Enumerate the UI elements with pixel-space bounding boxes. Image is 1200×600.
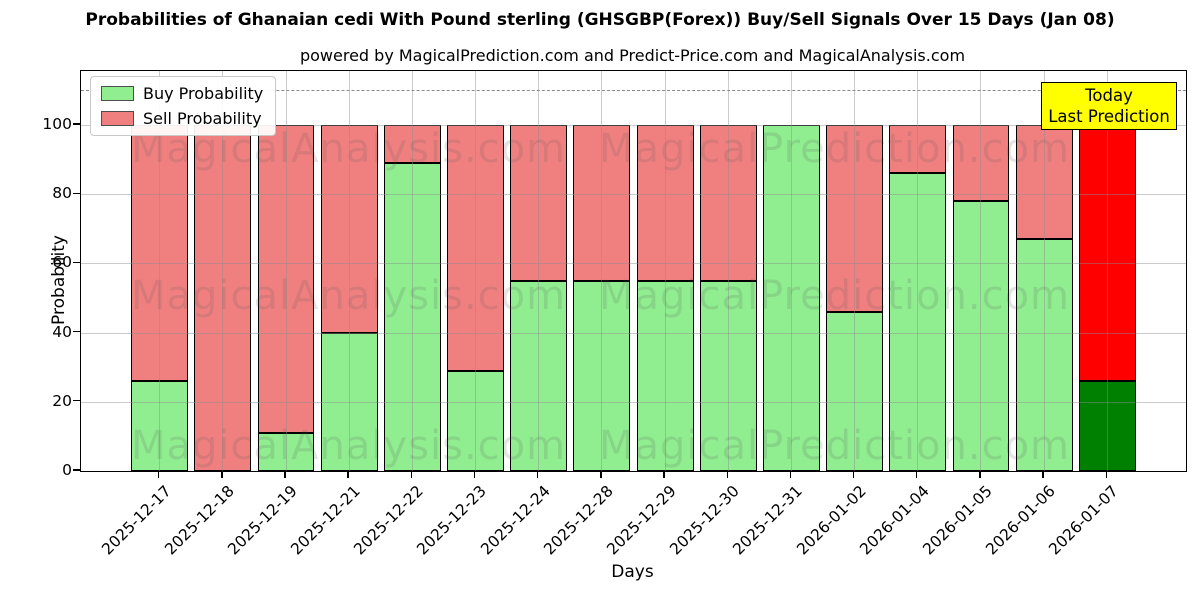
sell-bar-segment: [257, 125, 315, 433]
x-tick-mark: [284, 471, 286, 478]
legend-label-buy: Buy Probability: [143, 84, 264, 103]
y-axis-title: Probability: [48, 235, 69, 325]
buy-bar-segment: [889, 173, 947, 471]
sell-bar-segment: [1015, 125, 1073, 240]
y-tick-mark: [73, 192, 80, 194]
legend-item-sell: Sell Probability: [101, 109, 263, 128]
y-tick-mark: [73, 469, 80, 471]
legend-item-buy: Buy Probability: [101, 84, 263, 103]
y-tick-label: 20: [52, 391, 72, 410]
today-annotation-line2: Last Prediction: [1048, 107, 1170, 126]
sell-bar-segment: [826, 125, 884, 312]
x-tick-mark: [347, 471, 349, 478]
x-tick-mark: [979, 471, 981, 478]
x-tick-mark: [473, 471, 476, 478]
sell-swatch-icon: [101, 111, 134, 126]
x-tick-mark: [410, 471, 413, 478]
sell-bar-segment: [320, 125, 378, 333]
today-annotation-line1: Today: [1085, 86, 1133, 105]
buy-bar-segment: [699, 280, 757, 471]
legend: Buy Probability Sell Probability: [90, 76, 277, 136]
buy-bar-segment: [447, 370, 504, 471]
buy-bar-segment: [763, 125, 820, 471]
x-tick-mark: [726, 471, 728, 478]
buy-bar-segment: [131, 381, 189, 471]
buy-bar-segment: [826, 311, 884, 471]
x-tick-mark: [537, 471, 539, 478]
today-annotation: Today Last Prediction: [1041, 82, 1177, 130]
x-tick-mark: [663, 471, 665, 478]
x-tick-mark: [600, 471, 602, 478]
y-tick-label: 40: [52, 322, 72, 341]
sell-bar-segment: [889, 125, 947, 174]
y-tick-mark: [73, 123, 80, 125]
buy-bar-segment: [1078, 381, 1136, 471]
buy-bar-segment: [952, 201, 1010, 471]
sell-bar-segment: [383, 125, 441, 164]
buy-bar-segment: [257, 432, 315, 471]
buy-bar-segment: [320, 332, 378, 471]
y-tick-label: 80: [52, 184, 72, 203]
buy-bar-segment: [573, 280, 631, 471]
buy-swatch-icon: [101, 86, 134, 101]
x-tick-mark: [1105, 471, 1108, 478]
y-tick-mark: [73, 330, 80, 333]
x-tick-mark: [789, 471, 792, 478]
x-tick-mark: [1042, 471, 1044, 478]
buy-bar-segment: [510, 280, 568, 471]
sell-bar-segment: [636, 125, 694, 281]
x-tick-mark: [916, 471, 918, 478]
plot-area: MagicalAnalysis.comMagicalPrediction.com…: [80, 70, 1187, 472]
sell-bar-segment: [573, 125, 631, 281]
sell-bar-segment: [699, 125, 757, 281]
chart-subtitle: powered by MagicalPrediction.com and Pre…: [299, 46, 966, 65]
sell-bar-segment: [194, 125, 252, 471]
buy-bar-segment: [383, 163, 441, 471]
y-tick-mark: [73, 261, 80, 264]
sell-bar-segment: [1078, 125, 1136, 382]
y-tick-mark: [73, 400, 80, 402]
y-tick-label: 0: [62, 461, 72, 479]
sell-bar-segment: [131, 125, 189, 382]
x-tick-mark: [852, 471, 855, 478]
buy-bar-segment: [1015, 239, 1073, 471]
x-tick-mark: [221, 471, 223, 478]
sell-bar-segment: [447, 125, 504, 371]
sell-bar-segment: [952, 125, 1010, 202]
x-axis-title: Days: [611, 562, 654, 582]
y-tick-label: 60: [52, 253, 72, 272]
legend-label-sell: Sell Probability: [143, 109, 262, 128]
x-tick-mark: [157, 471, 160, 478]
sell-bar-segment: [510, 125, 568, 281]
chart-title: Probabilities of Ghanaian cedi With Poun…: [85, 10, 1115, 30]
buy-bar-segment: [636, 280, 694, 471]
y-tick-label: 100: [42, 115, 72, 133]
